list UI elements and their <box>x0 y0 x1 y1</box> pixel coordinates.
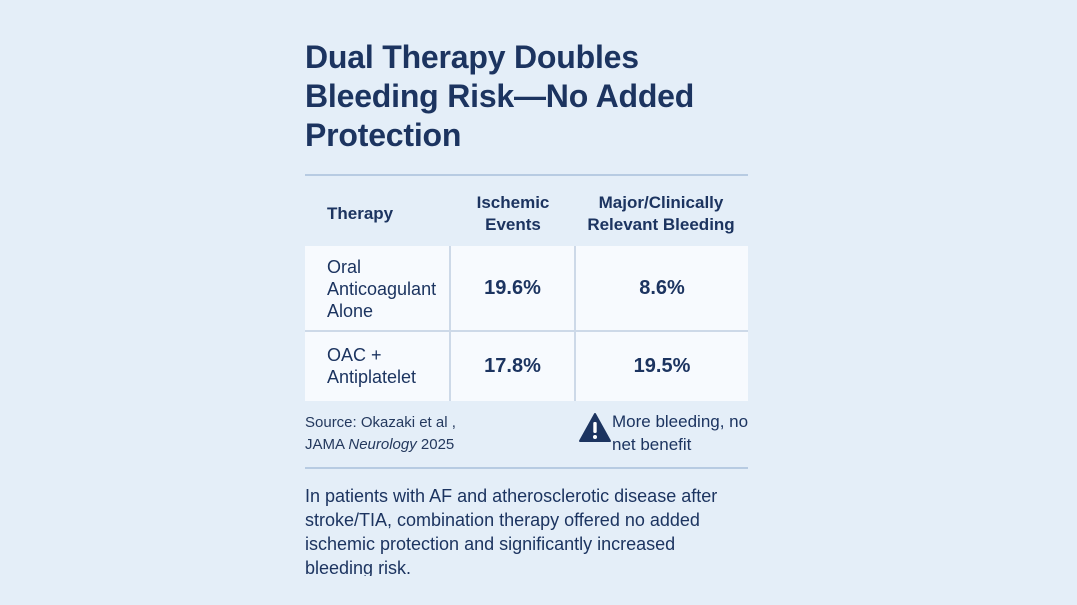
page-title: Dual Therapy Doubles Bleeding Risk—No Ad… <box>305 39 695 153</box>
source-citation: Source: Okazaki et al , JAMA Neurology 2… <box>305 412 456 456</box>
ischemic-cell: 17.8% <box>484 355 541 377</box>
table-row: Oral Anticoagulant Alone 19.6% 8.6% <box>305 246 748 330</box>
warning-callout: More bleeding, no net benefit <box>578 410 753 458</box>
therapy-cell: Oral Anticoagulant Alone <box>327 257 437 321</box>
summary-text: In patients with AF and atherosclerotic … <box>305 486 718 576</box>
warning-text: More bleeding, no net benefit <box>612 412 749 454</box>
journal-name: Neurology <box>348 436 417 453</box>
ischemic-cell: 19.6% <box>484 277 541 299</box>
journal-year: 2025 <box>416 436 455 453</box>
infographic-card: Dual Therapy Doubles Bleeding Risk—No Ad… <box>305 0 748 605</box>
therapy-cell: OAC + Antiplatelet <box>327 345 417 387</box>
header-therapy: Therapy <box>327 204 394 223</box>
journal-prefix: JAMA <box>305 436 349 453</box>
row-divider <box>305 330 748 332</box>
source-journal: JAMA Neurology 2025 <box>305 434 456 456</box>
header-bleeding: Major/Clinically Relevant Bleeding <box>587 193 735 234</box>
column-divider <box>449 246 451 401</box>
source-line: Source: Okazaki et al , <box>305 414 456 431</box>
table-row: OAC + Antiplatelet 17.8% 19.5% <box>305 332 748 401</box>
divider-bottom <box>305 467 748 469</box>
header-ischemic-events: Ischemic Events <box>476 193 550 234</box>
bleeding-cell: 8.6% <box>639 277 685 299</box>
divider-top <box>305 174 748 176</box>
warning-triangle-icon <box>579 413 611 442</box>
bleeding-cell: 19.5% <box>633 355 691 377</box>
table-body: Oral Anticoagulant Alone 19.6% 8.6% OAC … <box>305 246 748 401</box>
column-divider <box>574 246 576 401</box>
table-header: Therapy Ischemic Events Major/Clinically… <box>305 182 748 244</box>
